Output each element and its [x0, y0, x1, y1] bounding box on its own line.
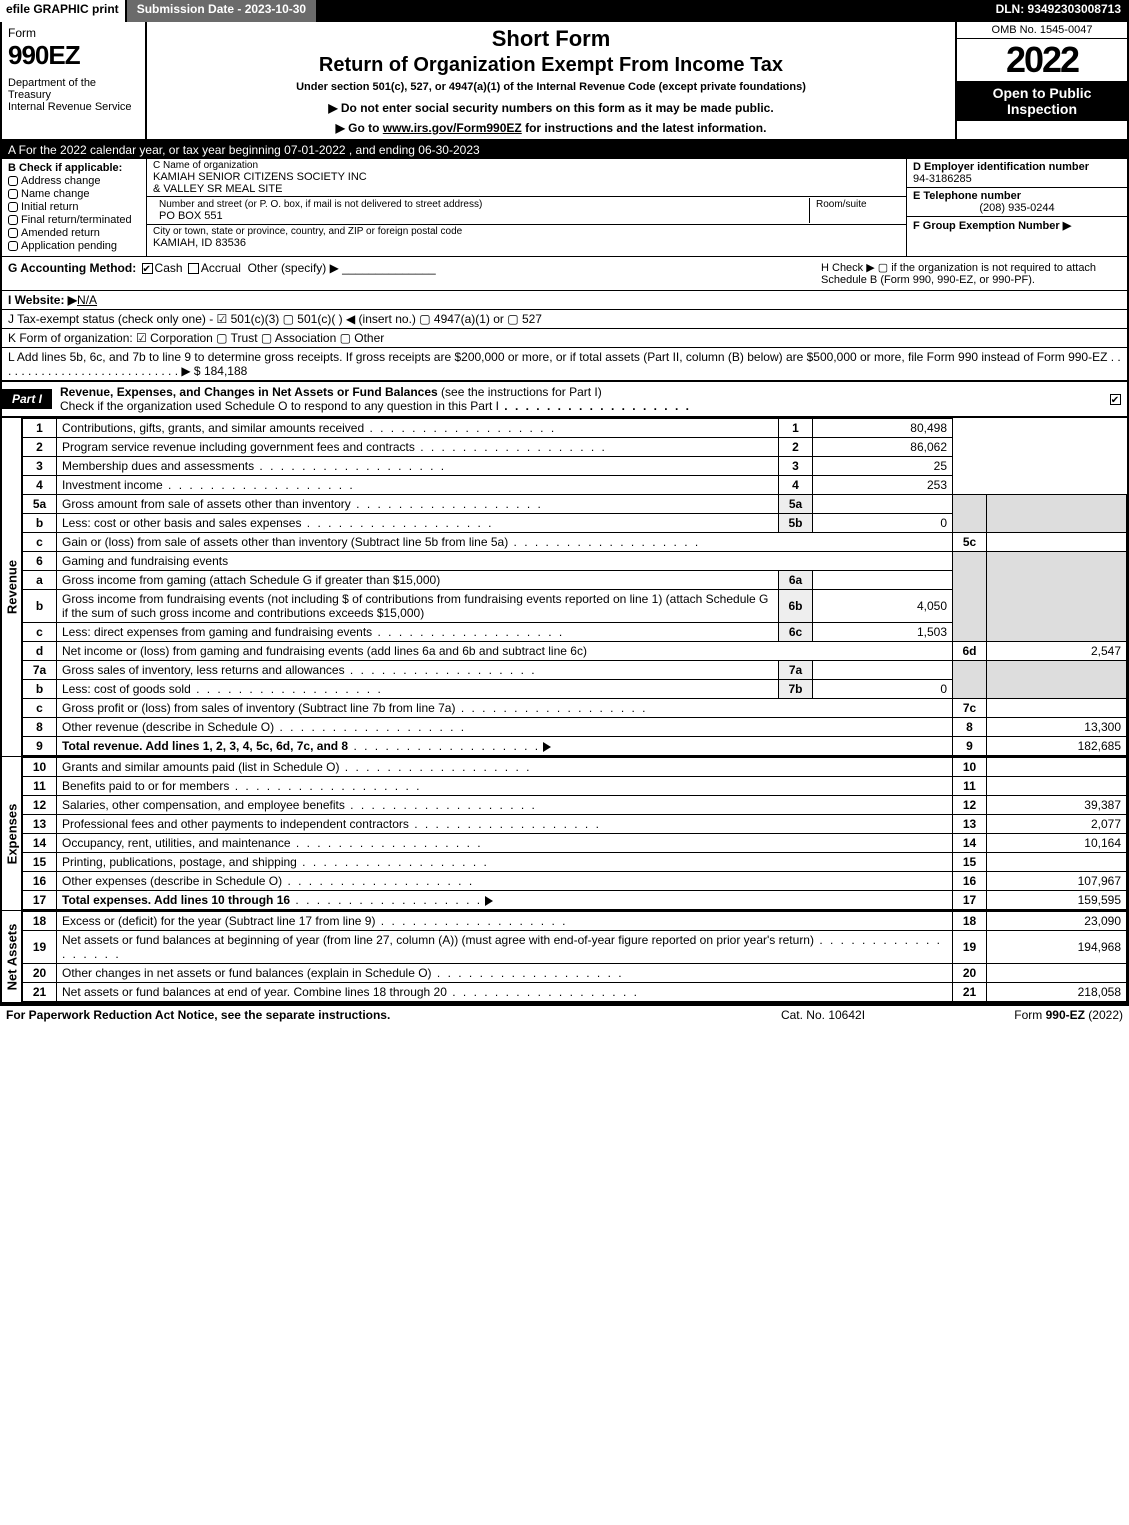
footer-catno: Cat. No. 10642I: [723, 1008, 923, 1022]
part-i-title: Revenue, Expenses, and Changes in Net As…: [52, 382, 1103, 416]
part-i-checkbox[interactable]: [1103, 392, 1127, 406]
arrow-icon: [485, 896, 493, 906]
tax-year: 2022: [957, 39, 1127, 81]
line-a: A For the 2022 calendar year, or tax yea…: [2, 141, 1127, 159]
arrow-icon: [543, 742, 551, 752]
amt-3: 25: [813, 457, 953, 476]
ein-val: 94-3186285: [913, 173, 972, 185]
chk-initial-return[interactable]: Initial return: [8, 201, 140, 213]
amt-9: 182,685: [987, 737, 1127, 756]
line-i: I Website: ▶N/A: [2, 291, 1127, 310]
form-container: Form 990EZ Department of the Treasury In…: [0, 22, 1129, 1004]
chk-amended-return[interactable]: Amended return: [8, 227, 140, 239]
line-k: K Form of organization: ☑ Corporation ▢ …: [2, 329, 1127, 348]
form-word: Form: [8, 26, 139, 40]
ssn-warning: ▶ Do not enter social security numbers o…: [153, 101, 949, 115]
line-h: H Check ▶ ▢ if the organization is not r…: [821, 261, 1121, 286]
street-lbl: Number and street (or P. O. box, if mail…: [159, 199, 803, 210]
amt-6d: 2,547: [987, 642, 1127, 661]
page-footer: For Paperwork Reduction Act Notice, see …: [0, 1004, 1129, 1024]
chk-cash[interactable]: [142, 263, 153, 274]
b-title: B Check if applicable:: [8, 162, 140, 174]
line-g-h: G Accounting Method: Cash Accrual Other …: [2, 257, 1127, 291]
chk-name-change[interactable]: Name change: [8, 188, 140, 200]
form-number: 990EZ: [8, 40, 139, 71]
city-lbl: City or town, state or province, country…: [153, 226, 900, 237]
short-form-title: Short Form: [153, 26, 949, 52]
under-section: Under section 501(c), 527, or 4947(a)(1)…: [153, 81, 949, 93]
part-i-header: Part I Revenue, Expenses, and Changes in…: [2, 380, 1127, 417]
c-name: C Name of organization KAMIAH SENIOR CIT…: [147, 159, 906, 197]
c-city: City or town, state or province, country…: [147, 225, 906, 250]
col-b: B Check if applicable: Address change Na…: [2, 159, 147, 256]
revenue-table: 1Contributions, gifts, grants, and simil…: [22, 418, 1127, 756]
irs-link[interactable]: www.irs.gov/Form990EZ: [383, 121, 522, 135]
website-val: N/A: [77, 293, 97, 307]
chk-application-pending[interactable]: Application pending: [8, 240, 140, 252]
dln: DLN: 93492303008713: [988, 0, 1129, 22]
amt-4: 253: [813, 476, 953, 495]
open-to-public: Open to Public Inspection: [957, 81, 1127, 121]
footer-right: Form 990-EZ (2022): [923, 1008, 1123, 1022]
expenses-section: Expenses 10Grants and similar amounts pa…: [2, 756, 1127, 910]
omb-number: OMB No. 1545-0047: [957, 22, 1127, 39]
f-group: F Group Exemption Number ▶: [907, 217, 1127, 234]
amt-13: 2,077: [987, 815, 1127, 834]
amt-21: 218,058: [987, 983, 1127, 1002]
street-val: PO BOX 551: [159, 210, 803, 222]
amt-17: 159,595: [987, 891, 1127, 910]
amt-18: 23,090: [987, 912, 1127, 931]
city-val: KAMIAH, ID 83536: [153, 237, 900, 249]
g-label: G Accounting Method:: [8, 261, 136, 275]
expenses-vlabel: Expenses: [2, 757, 22, 910]
d-ein: D Employer identification number 94-3186…: [907, 159, 1127, 188]
col-c: C Name of organization KAMIAH SENIOR CIT…: [147, 159, 907, 256]
c-name-lbl: C Name of organization: [153, 160, 900, 171]
e-tel: E Telephone number (208) 935-0244: [907, 188, 1127, 217]
department: Department of the Treasury Internal Reve…: [8, 77, 139, 113]
org-name: KAMIAH SENIOR CITIZENS SOCIETY INC & VAL…: [153, 171, 900, 195]
rows-b-through-f: B Check if applicable: Address change Na…: [2, 159, 1127, 257]
header-right: OMB No. 1545-0047 2022 Open to Public In…: [957, 22, 1127, 139]
return-title: Return of Organization Exempt From Incom…: [153, 54, 949, 77]
col-d-e-f: D Employer identification number 94-3186…: [907, 159, 1127, 256]
amt-16: 107,967: [987, 872, 1127, 891]
amt-19: 194,968: [987, 931, 1127, 964]
amt-12: 39,387: [987, 796, 1127, 815]
net-assets-table: 18Excess or (deficit) for the year (Subt…: [22, 911, 1127, 1002]
expenses-table: 10Grants and similar amounts paid (list …: [22, 757, 1127, 910]
amt-2: 86,062: [813, 438, 953, 457]
chk-final-return[interactable]: Final return/terminated: [8, 214, 140, 226]
revenue-vlabel: Revenue: [2, 418, 22, 756]
room-suite: Room/suite: [810, 198, 900, 223]
line-j: J Tax-exempt status (check only one) - ☑…: [2, 310, 1127, 329]
form-header: Form 990EZ Department of the Treasury In…: [2, 22, 1127, 141]
amt-14: 10,164: [987, 834, 1127, 853]
goto-post: for instructions and the latest informat…: [522, 121, 767, 135]
net-assets-section: Net Assets 18Excess or (deficit) for the…: [2, 910, 1127, 1002]
efile-link[interactable]: efile GRAPHIC print: [0, 0, 127, 22]
revenue-section: Revenue 1Contributions, gifts, grants, a…: [2, 417, 1127, 756]
part-i-tag: Part I: [2, 389, 52, 409]
top-bar: efile GRAPHIC print Submission Date - 20…: [0, 0, 1129, 22]
form-title-block: Short Form Return of Organization Exempt…: [147, 22, 957, 139]
amt-8: 13,300: [987, 718, 1127, 737]
submission-date: Submission Date - 2023-10-30: [127, 0, 316, 22]
chk-address-change[interactable]: Address change: [8, 175, 140, 187]
tel-val: (208) 935-0244: [913, 202, 1121, 214]
chk-accrual[interactable]: [188, 263, 199, 274]
line-l: L Add lines 5b, 6c, and 7b to line 9 to …: [2, 348, 1127, 380]
goto-line: ▶ Go to www.irs.gov/Form990EZ for instru…: [153, 121, 949, 135]
form-identity: Form 990EZ Department of the Treasury In…: [2, 22, 147, 139]
net-assets-vlabel: Net Assets: [2, 911, 22, 1002]
c-street: Number and street (or P. O. box, if mail…: [147, 197, 906, 225]
amt-1: 80,498: [813, 419, 953, 438]
footer-left: For Paperwork Reduction Act Notice, see …: [6, 1008, 723, 1022]
goto-pre: ▶ Go to: [336, 121, 383, 135]
